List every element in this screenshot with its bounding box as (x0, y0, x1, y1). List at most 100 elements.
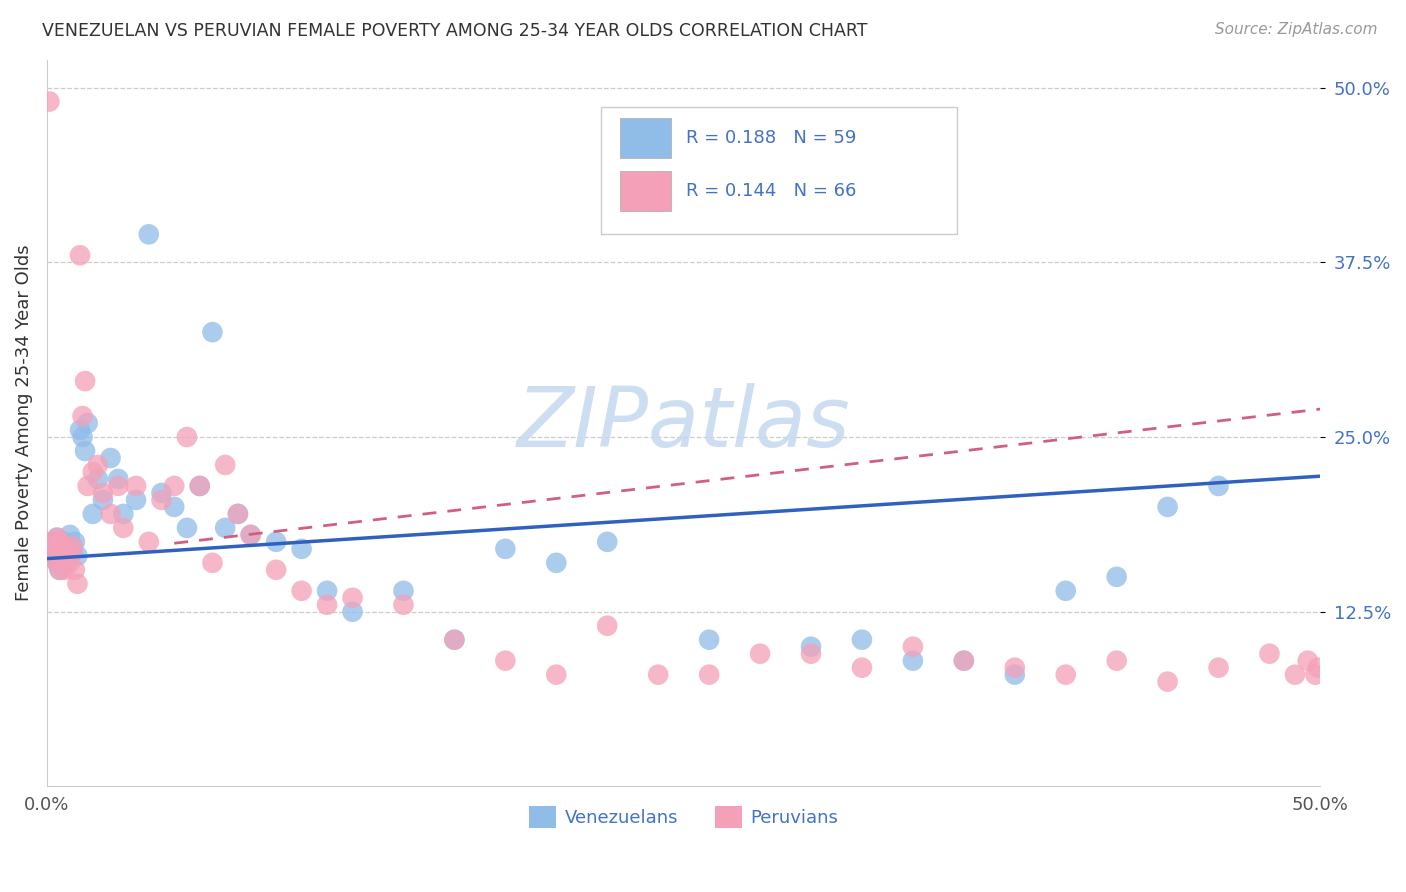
Point (749, 647, 772, 661)
Point (75, 444, 97, 458)
Point (800, 640, 823, 654)
Point (51, 544, 73, 558)
Point (63, 534, 86, 549)
Point (239, 528, 262, 542)
Text: VENEZUELAN VS PERUVIAN FEMALE POVERTY AMONG 25-34 YEAR OLDS CORRELATION CHART: VENEZUELAN VS PERUVIAN FEMALE POVERTY AM… (42, 22, 868, 40)
Bar (620, 118, 671, 158)
Point (125, 479, 148, 493)
Point (1296, 654, 1319, 668)
Point (1004, 661, 1026, 675)
Point (342, 591, 364, 605)
Point (59, 556, 82, 570)
Point (1156, 500, 1178, 514)
Point (546, 556, 568, 570)
Point (46, 531, 69, 545)
Point (41, 549, 63, 563)
Point (138, 534, 160, 549)
Point (76, 479, 98, 493)
Point (82, 465, 104, 479)
Text: ZIPatlas: ZIPatlas (517, 383, 851, 464)
Point (214, 458, 236, 472)
Point (46, 556, 69, 570)
Point (291, 541, 314, 556)
Point (264, 563, 287, 577)
Point (46, 556, 69, 570)
Point (60, 539, 83, 553)
Point (107, 479, 129, 493)
Point (1306, 661, 1329, 675)
Point (51, 539, 73, 553)
Point (1054, 667, 1077, 681)
Point (41, 549, 63, 563)
Point (44, 539, 66, 553)
Point (201, 325, 224, 339)
Point (342, 605, 364, 619)
Point (316, 583, 339, 598)
Point (66, 549, 89, 563)
Point (69, 423, 91, 437)
Point (901, 640, 924, 654)
Point (226, 507, 249, 521)
Point (1284, 667, 1306, 681)
Point (100, 450, 122, 465)
Point (87, 458, 110, 472)
Point (851, 632, 873, 647)
Point (214, 521, 236, 535)
Point (48, 534, 70, 549)
Point (48, 563, 70, 577)
Point (69, 248, 91, 262)
Y-axis label: Female Poverty Among 25-34 Year Olds: Female Poverty Among 25-34 Year Olds (15, 244, 32, 601)
Point (239, 528, 262, 542)
Point (1258, 647, 1281, 661)
Point (51, 539, 73, 553)
Point (41, 534, 63, 549)
Point (188, 479, 211, 493)
Legend: Venezuelans, Peruvians: Venezuelans, Peruvians (522, 799, 846, 836)
Point (72, 430, 94, 444)
Point (107, 472, 129, 486)
Point (851, 661, 873, 675)
Point (100, 507, 122, 521)
Point (75, 374, 97, 388)
Point (53, 563, 76, 577)
Point (44, 544, 66, 558)
Point (264, 534, 287, 549)
Point (72, 409, 94, 423)
Point (596, 534, 619, 549)
Point (112, 507, 135, 521)
Point (546, 667, 568, 681)
Point (291, 583, 314, 598)
Point (163, 500, 186, 514)
Point (38, 541, 60, 556)
Point (1004, 667, 1026, 681)
Point (66, 576, 89, 591)
Point (1208, 661, 1230, 675)
Bar (620, 170, 671, 211)
Point (647, 667, 669, 681)
Text: R = 0.144   N = 66: R = 0.144 N = 66 (686, 182, 856, 200)
Point (59, 528, 82, 542)
Point (76, 416, 98, 430)
Point (48, 534, 70, 549)
Point (800, 647, 823, 661)
Point (38, 95, 60, 109)
Point (60, 539, 83, 553)
Point (176, 521, 198, 535)
Point (494, 541, 516, 556)
Point (44, 544, 66, 558)
Point (201, 556, 224, 570)
Point (316, 598, 339, 612)
Point (1305, 667, 1327, 681)
Point (56, 553, 79, 567)
Point (41, 534, 63, 549)
Point (87, 472, 110, 486)
Point (494, 654, 516, 668)
Point (46, 531, 69, 545)
Text: R = 0.188   N = 59: R = 0.188 N = 59 (686, 128, 856, 147)
Point (176, 430, 198, 444)
Point (953, 654, 976, 668)
Point (188, 479, 211, 493)
Point (56, 541, 79, 556)
Point (53, 549, 76, 563)
Point (48, 563, 70, 577)
